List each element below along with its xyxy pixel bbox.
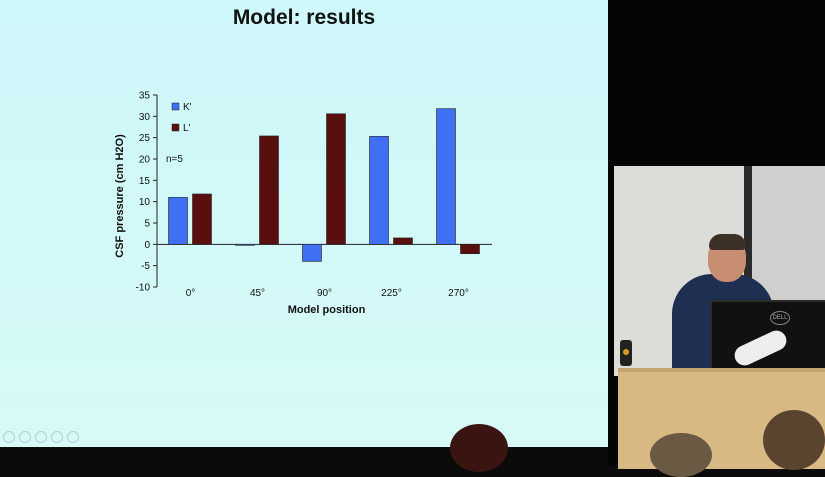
- legend-label: L': [183, 123, 191, 134]
- y-tick-label: 30: [139, 112, 151, 123]
- speaker-hair: [709, 234, 746, 250]
- presentation-slide: Model: results -10 -5 0 5 10 15 20 25 30 35 0° 45° 9…: [0, 0, 608, 447]
- x-tick-label: 45°: [250, 288, 265, 299]
- x-tick-label: 0°: [186, 288, 196, 299]
- x-tick-label: 270°: [448, 288, 469, 299]
- bar-L-3: [393, 237, 413, 245]
- slide-controls: [3, 431, 79, 443]
- y-tick-label: 25: [139, 133, 151, 144]
- microphone-light: [623, 349, 629, 355]
- y-tick-label: 0: [144, 240, 150, 251]
- x-tick-label: 90°: [317, 288, 332, 299]
- y-tick-label: 5: [144, 219, 150, 230]
- bar-K-2: [302, 244, 322, 262]
- y-tick-label: 20: [139, 155, 151, 166]
- x-tick-label: 225°: [381, 288, 402, 299]
- bar-L-2: [326, 113, 346, 245]
- slides-icon[interactable]: [35, 431, 47, 443]
- x-axis-title: Model position: [288, 304, 366, 316]
- bar-K-1: [235, 244, 255, 246]
- y-tick-label: -10: [136, 283, 151, 294]
- play-icon[interactable]: [3, 431, 15, 443]
- bar-L-0: [192, 193, 212, 245]
- legend-swatch: [171, 102, 180, 111]
- audience-head: [450, 424, 508, 472]
- bar-L-4: [460, 244, 480, 255]
- bar-K-4: [436, 108, 456, 245]
- slide-title: Model: results: [232, 6, 376, 29]
- y-axis-title: CSF pressure (cm H2O): [114, 134, 126, 258]
- wall-gap: [744, 166, 752, 376]
- audience-head: [650, 433, 712, 477]
- y-tick-label: 35: [139, 91, 151, 102]
- audience-head: [763, 410, 825, 470]
- bar-chart: -10 -5 0 5 10 15 20 25 30 35 0° 45° 90° 225° 270° Model…: [114, 91, 492, 316]
- bar-L-1: [259, 135, 279, 245]
- monitor-logo: DELL: [770, 311, 790, 325]
- pen-icon[interactable]: [19, 431, 31, 443]
- legend-label: K': [183, 102, 192, 113]
- legend-swatch: [171, 123, 180, 132]
- y-tick-label: -5: [141, 261, 150, 272]
- sample-size-annotation: n=5: [166, 154, 183, 165]
- y-tick-label: 15: [139, 176, 151, 187]
- bar-K-0: [168, 197, 188, 245]
- zoom-icon[interactable]: [51, 431, 63, 443]
- more-icon[interactable]: [67, 431, 79, 443]
- y-tick-label: 10: [139, 197, 151, 208]
- bar-K-3: [369, 136, 389, 245]
